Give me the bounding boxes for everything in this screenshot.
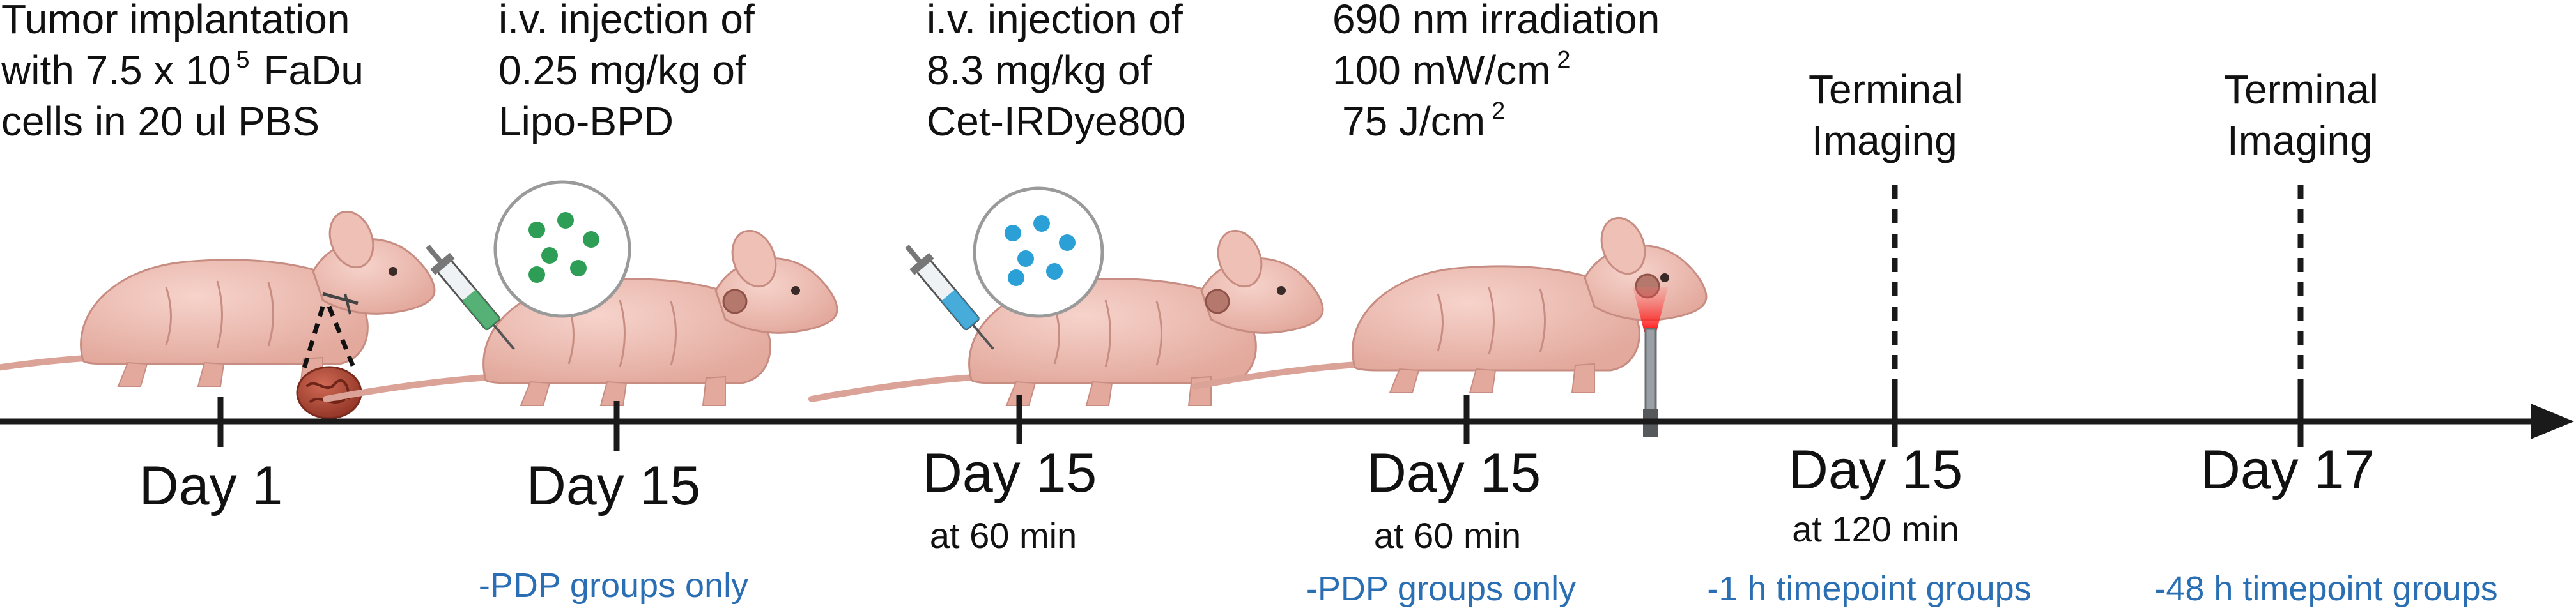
mouse-1-illustration: [0, 206, 435, 386]
step-2-heading: i.v. injection of 0.25 mg/kg of Lipo-BPD: [498, 0, 755, 144]
step-6-heading-line-2: Imaging: [2227, 117, 2373, 163]
tumor-icon: [296, 366, 362, 420]
step-2-heading-line-1: i.v. injection of: [498, 0, 755, 42]
step-1-heading: Tumor implantation with 7.5 x 10 5 FaDu ce…: [1, 0, 364, 144]
time-labels: at 60 min at 60 min at 120 min: [930, 509, 1959, 556]
time-label-4: at 60 min: [1374, 515, 1521, 556]
day-label-6: Day 17: [2201, 439, 2375, 501]
cet-irdye-bubble-icon: [973, 186, 1104, 318]
terminal-imaging-markers: [1892, 185, 2304, 391]
implant-needle-icon: [322, 292, 359, 315]
step-4-heading-line-3: 75 J/cm 2: [1342, 98, 1505, 144]
step-1-heading-line-1: Tumor implantation: [1, 0, 350, 42]
step-2-heading-line-3: Lipo-BPD: [498, 98, 674, 144]
day-label-3: Day 15: [923, 443, 1097, 504]
step-3-heading-line-3: Cet-IRDye800: [927, 98, 1186, 144]
note-step-6: -48 h timepoint groups: [2154, 570, 2497, 608]
time-label-3: at 60 min: [930, 515, 1077, 556]
day-label-4: Day 15: [1367, 443, 1541, 504]
day-label-2: Day 15: [527, 455, 701, 517]
tumor-mark-3: [1205, 289, 1230, 314]
day-labels: Day 1 Day 15 Day 15 Day 15 Day 15 Day 17: [139, 439, 2375, 517]
step-5-heading-line-2: Imaging: [1812, 117, 1957, 163]
group-notes: -PDP groups only -PDP groups only -1 h t…: [479, 566, 2498, 608]
syringe-blue-icon: [895, 236, 1005, 359]
step-6-heading: Terminal Imaging: [2224, 66, 2379, 163]
syringe-green-icon: [416, 236, 525, 359]
step-3-heading-line-1: i.v. injection of: [927, 0, 1183, 42]
laser-fiber-icon: [1633, 287, 1668, 437]
step-4-heading: 690 nm irradiation 100 mW/cm 2 75 J/cm 2: [1332, 0, 1660, 144]
note-step-5: -1 h timepoint groups: [1707, 570, 2031, 608]
step-4-heading-line-2: 100 mW/cm 2: [1332, 47, 1571, 93]
implant-dashed-lines: [301, 305, 357, 372]
note-step-2: -PDP groups only: [479, 566, 748, 605]
step-4-heading-line-1: 690 nm irradiation: [1332, 0, 1660, 42]
note-step-4: -PDP groups only: [1306, 570, 1576, 608]
timeline-axis: [0, 404, 2574, 439]
day-label-1: Day 1: [139, 455, 283, 517]
step-2-heading-line-2: 0.25 mg/kg of: [498, 47, 746, 93]
lipo-bpd-bubble-icon: [493, 180, 631, 318]
tumor-mark-2: [722, 289, 748, 314]
step-3-heading: i.v. injection of 8.3 mg/kg of Cet-IRDye…: [927, 0, 1186, 144]
day-label-5: Day 15: [1789, 439, 1963, 501]
step-1-heading-line-3: cells in 20 ul PBS: [1, 98, 320, 144]
step-5-heading: Terminal Imaging: [1809, 66, 1963, 163]
timeline-ticks: [217, 391, 2304, 451]
step-3-heading-line-2: 8.3 mg/kg of: [927, 47, 1152, 93]
step-1-heading-line-2: with 7.5 x 10 5 FaDu: [1, 47, 364, 93]
time-label-5: at 120 min: [1792, 509, 1959, 549]
step-6-heading-line-1: Terminal: [2224, 66, 2379, 112]
step-5-heading-line-1: Terminal: [1809, 66, 1963, 112]
timeline-arrowhead: [2531, 404, 2574, 439]
